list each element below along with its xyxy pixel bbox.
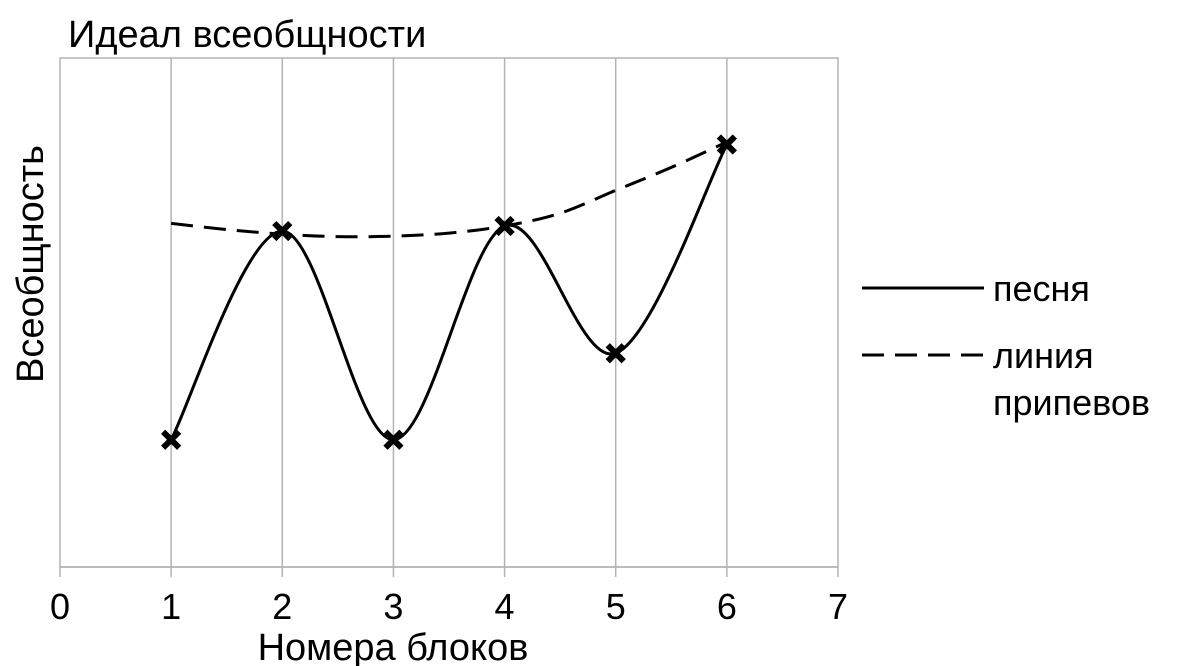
series-line-2 [170,140,728,239]
plot-frame [59,57,839,568]
tick-label-x-7: 7 [828,586,848,627]
tick-label-x-2: 2 [272,586,292,627]
chart-title: Идеал всеобщности [68,14,426,56]
data-point-1-1 [161,429,182,450]
markers-layer [161,134,737,450]
tick-label-x-6: 6 [717,586,737,627]
grid-lines [170,58,728,567]
tick-label-x-3: 3 [383,586,403,627]
legend-label-2: линия припевов [993,335,1150,423]
x-axis-label: Номера блоков [258,627,529,666]
x-tick-labels: 0 1 2 3 4 5 6 7 [50,586,848,627]
legend-label-1: песня [993,268,1090,309]
data-point-1-5 [605,343,626,364]
data-point-1-2 [272,220,293,242]
series-layer [169,140,729,442]
tick-label-x-5: 5 [606,586,626,627]
data-point-1-6 [716,134,737,155]
plot-border [59,57,839,568]
axes [59,566,839,577]
data-point-1-3 [383,429,404,450]
data-point-1-4 [494,215,515,237]
y-axis-label: Всеобщность [10,145,52,383]
legend: песня линия припевов [862,268,1150,423]
tick-label-x-4: 4 [495,586,515,627]
tick-label-x-1: 1 [161,586,181,627]
tick-label-x-0: 0 [50,586,70,627]
series-line-1 [169,143,729,442]
